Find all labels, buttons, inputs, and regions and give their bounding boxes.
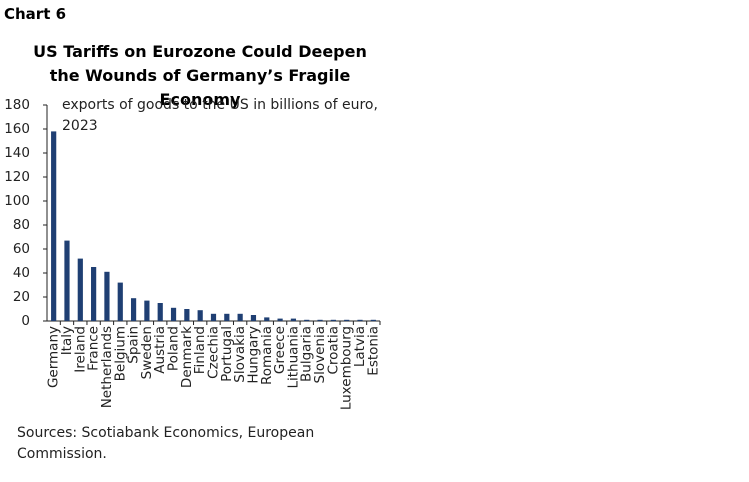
bar — [64, 240, 70, 321]
bar — [210, 313, 217, 321]
x-tick-label: Czechia — [206, 326, 222, 379]
bar — [104, 271, 110, 321]
bar — [304, 319, 310, 321]
bar — [357, 319, 363, 321]
y-tick-label: 140 — [4, 145, 30, 161]
x-tick-label: Italy — [59, 326, 75, 355]
y-tick-label: 0 — [21, 313, 30, 329]
annotation: exports of goods to the US in billions o… — [62, 97, 378, 134]
chart-title: US Tariffs on Eurozone Could Deepen the … — [33, 42, 367, 109]
bar — [277, 318, 283, 321]
x-tick-label: Belgium — [112, 326, 128, 381]
bar — [197, 310, 203, 321]
x-tick-label: Slovakia — [232, 326, 248, 383]
bar — [224, 313, 230, 321]
x-tick-label: Latvia — [352, 326, 368, 367]
bar — [330, 319, 336, 321]
chart-label: Chart 6 — [4, 5, 67, 23]
x-tick-label: Portugal — [219, 326, 235, 382]
bar — [290, 318, 297, 321]
bar — [370, 319, 376, 321]
bar — [51, 131, 57, 321]
x-tick-label: Sweden — [139, 326, 155, 379]
bar — [144, 300, 150, 321]
x-tick-label: Ireland — [72, 326, 88, 373]
bar — [130, 298, 137, 321]
x-tick-label: Estonia — [365, 326, 381, 376]
y-tick-label: 120 — [4, 169, 30, 185]
x-tick-label: Austria — [152, 326, 168, 374]
bar — [77, 258, 83, 321]
x-tick-label: Luxembourg — [339, 326, 355, 410]
y-tick-label: 40 — [13, 265, 30, 281]
x-tick-label: Hungary — [245, 326, 261, 384]
bar — [184, 309, 190, 321]
x-tick-label: France — [86, 326, 102, 371]
x-tick-label: Poland — [166, 326, 182, 371]
y-tick-label: 180 — [4, 97, 30, 113]
bar — [91, 267, 97, 321]
bar — [170, 307, 177, 321]
bar — [117, 282, 123, 321]
source: Sources: Scotiabank Economics, European … — [17, 425, 315, 462]
x-tick-label: Germany — [46, 326, 62, 388]
x-tick-label: Denmark — [179, 326, 195, 388]
bar — [344, 319, 350, 321]
y-tick-label: 20 — [13, 289, 30, 305]
bar — [157, 303, 163, 321]
y-tick-label: 80 — [13, 217, 30, 233]
bar — [237, 313, 243, 321]
y-tick-label: 100 — [4, 193, 30, 209]
x-tick-label: Netherlands — [99, 326, 115, 408]
x-tick-label: Spain — [126, 326, 142, 364]
bar — [250, 315, 257, 321]
x-tick-label: Slovenia — [312, 326, 328, 383]
x-tick-label: Romania — [259, 326, 275, 385]
bar — [317, 319, 323, 321]
bar — [264, 317, 270, 321]
x-tick-label: Croatia — [325, 326, 341, 375]
x-tick-label: Bulgaria — [299, 326, 315, 382]
x-tick-label: Greece — [272, 326, 288, 374]
x-tick-label: Lithuania — [285, 326, 301, 389]
y-tick-label: 160 — [4, 121, 30, 137]
x-tick-label: Finland — [192, 326, 208, 374]
y-tick-label: 60 — [13, 241, 30, 257]
